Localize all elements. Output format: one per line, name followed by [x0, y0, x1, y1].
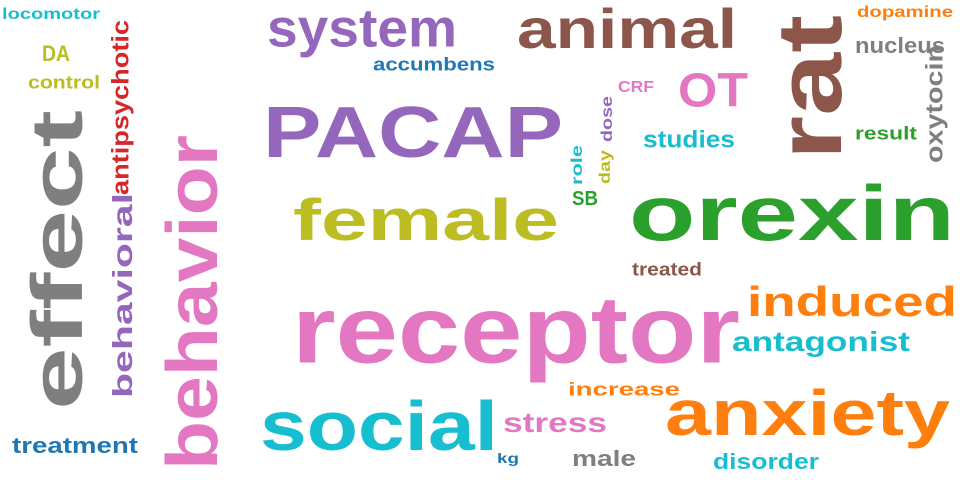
word-studies: studies [643, 127, 735, 154]
word-female: female [293, 188, 559, 253]
word-male: male [572, 446, 636, 471]
word-locomotor: locomotor [2, 6, 100, 23]
word-receptor: receptor [292, 277, 740, 384]
word-induced: induced [747, 278, 957, 325]
word-sb: SB [572, 188, 598, 210]
word-dopamine: dopamine [857, 4, 953, 21]
word-oxytocin: oxytocin [922, 45, 949, 163]
word-antagonist: antagonist [732, 326, 910, 357]
word-stress: stress [503, 407, 607, 438]
word-kg: kg [497, 450, 519, 466]
word-treatment: treatment [12, 433, 139, 458]
word-role: role [569, 145, 586, 185]
word-da: DA [42, 41, 70, 66]
word-animal: animal [517, 0, 737, 60]
word-effect: effect [18, 110, 98, 410]
word-social: social [260, 387, 498, 465]
word-behavioral: behavioral [107, 193, 138, 398]
word-dose: dose [599, 96, 616, 142]
word-treated: treated [632, 259, 702, 279]
word-disorder: disorder [713, 449, 820, 474]
word-rat: rat [759, 15, 861, 160]
word-behavior: behavior [153, 135, 233, 470]
word-pacap: PACAP [263, 93, 563, 173]
word-antipsychotic: antipsychotic [108, 20, 135, 195]
word-orexin: orexin [629, 169, 955, 257]
word-increase: increase [568, 379, 680, 399]
word-control: control [28, 72, 100, 92]
word-accumbens: accumbens [373, 54, 495, 74]
word-crf: CRF [618, 79, 654, 96]
word-result: result [855, 123, 917, 143]
word-anxiety: anxiety [665, 377, 951, 449]
word-ot: OT [678, 64, 748, 117]
word-nucleus: nucleus [855, 33, 945, 58]
word-day: day [597, 150, 614, 184]
word-system: system [267, 0, 457, 58]
